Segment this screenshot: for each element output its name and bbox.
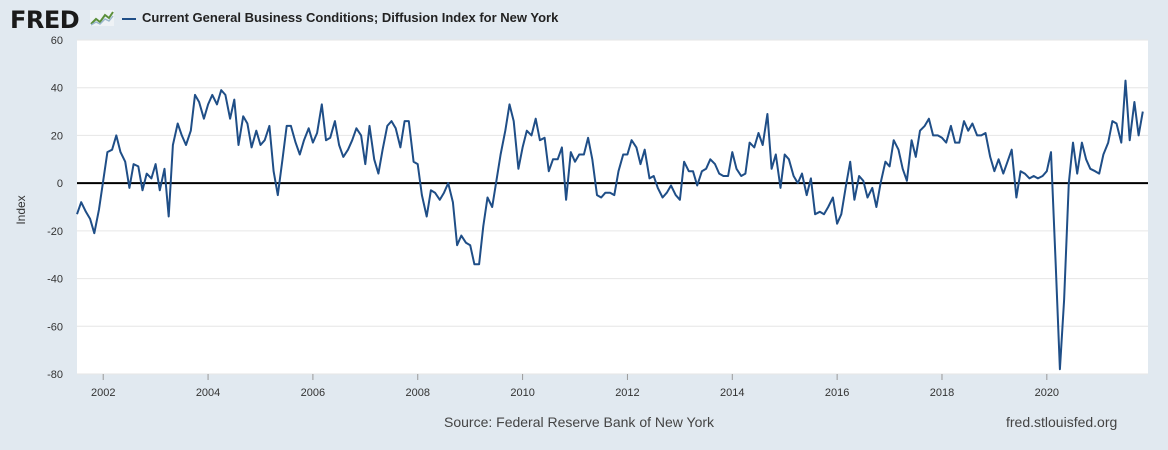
x-tick-label: 2018 xyxy=(930,387,954,399)
x-axis: 2002 2004 2006 2008 2010 2012 2014 2016 2018 2020 xyxy=(91,374,1059,399)
source-note: Source: Federal Reserve Bank of New York xyxy=(444,414,715,430)
plot-area xyxy=(77,40,1148,374)
legend-swatch xyxy=(122,17,136,20)
y-tick-label: 0 xyxy=(57,178,63,190)
series-line[interactable] xyxy=(76,79,1144,371)
y-axis: -80 -60 -40 -20 0 20 40 60 xyxy=(47,35,63,381)
y-tick-label: -60 xyxy=(47,321,63,333)
line-graph-icon xyxy=(90,10,114,26)
y-tick-label: 60 xyxy=(51,35,63,47)
x-tick-label: 2016 xyxy=(825,387,849,399)
y-axis-label: Index xyxy=(14,195,28,224)
x-tick-label: 2010 xyxy=(510,387,534,399)
x-tick-label: 2020 xyxy=(1035,387,1059,399)
y-tick-label: 20 xyxy=(51,130,63,142)
y-tick-label: -80 xyxy=(47,369,63,381)
x-tick-label: 2006 xyxy=(301,387,325,399)
y-tick-label: -20 xyxy=(47,226,63,238)
x-tick-label: 2002 xyxy=(91,387,115,399)
site-link[interactable]: fred.stlouisfed.org xyxy=(1006,414,1118,430)
x-tick-label: 2014 xyxy=(720,387,744,399)
chart-legend[interactable]: Current General Business Conditions; Dif… xyxy=(122,10,558,25)
fred-logo[interactable]: FRED xyxy=(10,6,80,34)
x-tick-label: 2012 xyxy=(615,387,639,399)
y-tick-label: 40 xyxy=(51,83,63,95)
x-tick-label: 2004 xyxy=(196,387,220,399)
legend-label: Current General Business Conditions; Dif… xyxy=(142,10,559,25)
y-tick-label: -40 xyxy=(47,274,63,286)
chart-header: FRED Current General Business Conditions… xyxy=(0,0,1168,40)
x-tick-label: 2008 xyxy=(406,387,430,399)
